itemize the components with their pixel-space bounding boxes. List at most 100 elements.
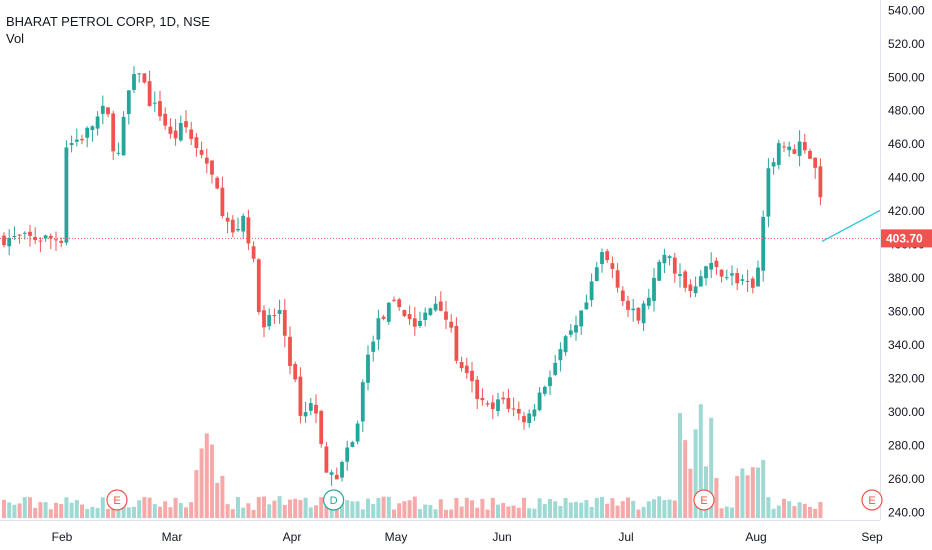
candle-body[interactable] bbox=[553, 362, 558, 375]
candle-body[interactable] bbox=[626, 300, 630, 310]
candle-body[interactable] bbox=[490, 402, 495, 410]
candle-body[interactable] bbox=[636, 307, 641, 321]
candle-body[interactable] bbox=[236, 228, 240, 231]
candle-body[interactable] bbox=[184, 121, 188, 128]
candle-body[interactable] bbox=[147, 81, 152, 107]
candle-body[interactable] bbox=[100, 105, 105, 114]
candle-body[interactable] bbox=[771, 162, 776, 167]
candle-body[interactable] bbox=[470, 370, 474, 382]
candle-body[interactable] bbox=[298, 376, 303, 416]
candle-body[interactable] bbox=[714, 260, 719, 268]
candle-body[interactable] bbox=[501, 397, 506, 400]
candle-body[interactable] bbox=[324, 446, 329, 473]
candle-body[interactable] bbox=[246, 217, 251, 244]
candle-body[interactable] bbox=[787, 146, 792, 151]
candle-body[interactable] bbox=[168, 126, 173, 134]
candle-body[interactable] bbox=[392, 299, 396, 301]
candle-body[interactable] bbox=[241, 215, 246, 232]
candle-body[interactable] bbox=[293, 364, 298, 380]
candle-body[interactable] bbox=[371, 341, 376, 352]
candle-body[interactable] bbox=[756, 267, 760, 287]
candle-body[interactable] bbox=[33, 236, 38, 241]
candle-body[interactable] bbox=[2, 235, 6, 246]
candle-body[interactable] bbox=[210, 160, 214, 175]
candle-body[interactable] bbox=[563, 336, 568, 353]
candle-body[interactable] bbox=[730, 273, 734, 276]
candle-body[interactable] bbox=[90, 126, 95, 131]
candle-body[interactable] bbox=[475, 379, 480, 400]
candle-body[interactable] bbox=[54, 239, 58, 241]
candle-body[interactable] bbox=[28, 231, 32, 236]
candle-body[interactable] bbox=[402, 310, 407, 317]
candle-body[interactable] bbox=[423, 312, 428, 321]
candle-body[interactable] bbox=[189, 129, 194, 139]
candle-body[interactable] bbox=[85, 127, 90, 138]
candle-body[interactable] bbox=[683, 271, 688, 288]
candle-body[interactable] bbox=[506, 397, 511, 409]
candle-body[interactable] bbox=[594, 267, 599, 282]
earnings-icon[interactable] bbox=[693, 489, 715, 511]
candle-body[interactable] bbox=[106, 107, 110, 115]
candle-body[interactable] bbox=[631, 308, 636, 311]
candle-body[interactable] bbox=[548, 377, 552, 387]
candle-body[interactable] bbox=[12, 235, 17, 238]
candle-body[interactable] bbox=[527, 413, 532, 424]
candle-body[interactable] bbox=[532, 409, 537, 417]
candle-body[interactable] bbox=[605, 251, 610, 261]
candle-body[interactable] bbox=[688, 284, 693, 292]
candle-body[interactable] bbox=[808, 151, 812, 159]
candle-body[interactable] bbox=[496, 399, 500, 412]
candle-body[interactable] bbox=[792, 149, 797, 154]
candle-body[interactable] bbox=[589, 281, 594, 301]
candle-body[interactable] bbox=[485, 403, 490, 405]
candle-body[interactable] bbox=[641, 303, 646, 324]
candle-body[interactable] bbox=[267, 315, 272, 327]
candle-body[interactable] bbox=[672, 257, 677, 274]
candle-body[interactable] bbox=[350, 442, 355, 447]
candle-body[interactable] bbox=[667, 256, 672, 259]
candle-body[interactable] bbox=[43, 235, 48, 239]
candle-body[interactable] bbox=[386, 302, 391, 322]
candle-body[interactable] bbox=[657, 261, 662, 281]
candle-body[interactable] bbox=[80, 139, 84, 141]
candle-body[interactable] bbox=[698, 276, 703, 287]
candle-body[interactable] bbox=[428, 308, 433, 316]
candle-body[interactable] bbox=[251, 246, 256, 259]
candle-body[interactable] bbox=[776, 143, 781, 165]
candle-body[interactable] bbox=[38, 240, 43, 242]
candle-body[interactable] bbox=[433, 303, 438, 311]
candle-body[interactable] bbox=[818, 166, 823, 198]
candle-body[interactable] bbox=[64, 147, 69, 243]
candle-body[interactable] bbox=[704, 266, 708, 279]
candle-body[interactable] bbox=[303, 412, 308, 417]
candle-body[interactable] bbox=[610, 263, 615, 269]
candle-body[interactable] bbox=[542, 386, 547, 394]
candle-body[interactable] bbox=[662, 254, 667, 264]
candle-body[interactable] bbox=[480, 397, 485, 401]
candle-body[interactable] bbox=[750, 278, 755, 288]
candle-body[interactable] bbox=[178, 122, 183, 141]
candle-body[interactable] bbox=[558, 349, 563, 361]
candle-body[interactable] bbox=[407, 314, 412, 320]
candle-body[interactable] bbox=[735, 273, 740, 284]
candle-body[interactable] bbox=[277, 310, 282, 314]
candle-body[interactable] bbox=[163, 113, 168, 126]
candle-body[interactable] bbox=[449, 321, 454, 328]
candle-body[interactable] bbox=[766, 168, 771, 217]
candle-body[interactable] bbox=[813, 157, 818, 168]
candle-body[interactable] bbox=[438, 301, 443, 311]
candle-body[interactable] bbox=[646, 297, 651, 306]
candle-body[interactable] bbox=[516, 409, 521, 414]
candle-body[interactable] bbox=[376, 318, 381, 340]
candle-body[interactable] bbox=[693, 286, 698, 294]
candle-body[interactable] bbox=[116, 152, 121, 154]
candle-body[interactable] bbox=[412, 318, 417, 327]
candle-body[interactable] bbox=[652, 277, 656, 301]
candle-body[interactable] bbox=[194, 137, 199, 149]
candle-body[interactable] bbox=[724, 277, 729, 279]
candle-body[interactable] bbox=[329, 472, 334, 475]
candle-body[interactable] bbox=[454, 325, 459, 361]
candle-body[interactable] bbox=[319, 411, 324, 445]
candle-body[interactable] bbox=[262, 310, 266, 328]
